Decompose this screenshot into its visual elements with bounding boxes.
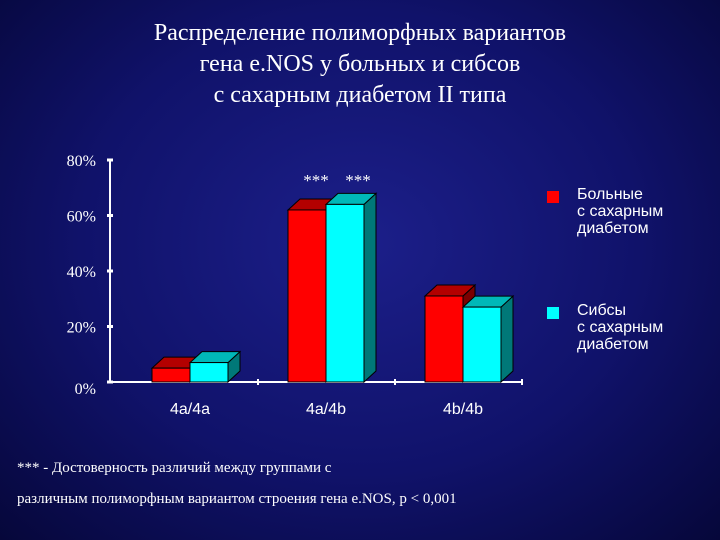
bar-side: [500, 294, 514, 384]
significance-annotation: ***: [303, 171, 329, 190]
legend-swatch-cyan: [547, 307, 559, 319]
bar: [151, 367, 191, 383]
y-tick-label: 60%: [67, 209, 96, 226]
bar: [424, 295, 464, 383]
title-line: гена e.NOS у больных и сибсов: [199, 51, 521, 77]
legend-label-siblings: Сибсы с сахарным диабетом: [577, 302, 664, 353]
x-tick-label: 4a/4a: [170, 401, 210, 418]
footnote-line-2: различным полиморфным вариантом строения…: [17, 491, 457, 507]
bar: [325, 203, 365, 383]
x-tick-label: 4b/4b: [443, 401, 483, 418]
bar: [287, 209, 327, 383]
legend-swatch-red: [547, 191, 559, 203]
bar: [189, 362, 229, 383]
significance-annotation: ***: [345, 171, 371, 190]
y-tick-label: 80%: [67, 153, 96, 170]
chart-title: Распределение полиморфных вариантов гена…: [0, 18, 720, 111]
title-line: Распределение полиморфных вариантов: [153, 20, 567, 46]
bar-side: [363, 192, 377, 384]
legend-label-patients: Больные с сахарным диабетом: [577, 186, 664, 237]
footnote-line-1: *** - Достоверность различий между групп…: [17, 460, 332, 476]
x-tick-label: 4a/4b: [306, 401, 346, 418]
title-line: с сахарным диабетом II типа: [213, 82, 507, 108]
y-tick-label: 20%: [67, 320, 96, 337]
bar: [462, 306, 502, 383]
y-tick-label: 0%: [75, 381, 96, 398]
y-tick-label: 40%: [67, 264, 96, 281]
